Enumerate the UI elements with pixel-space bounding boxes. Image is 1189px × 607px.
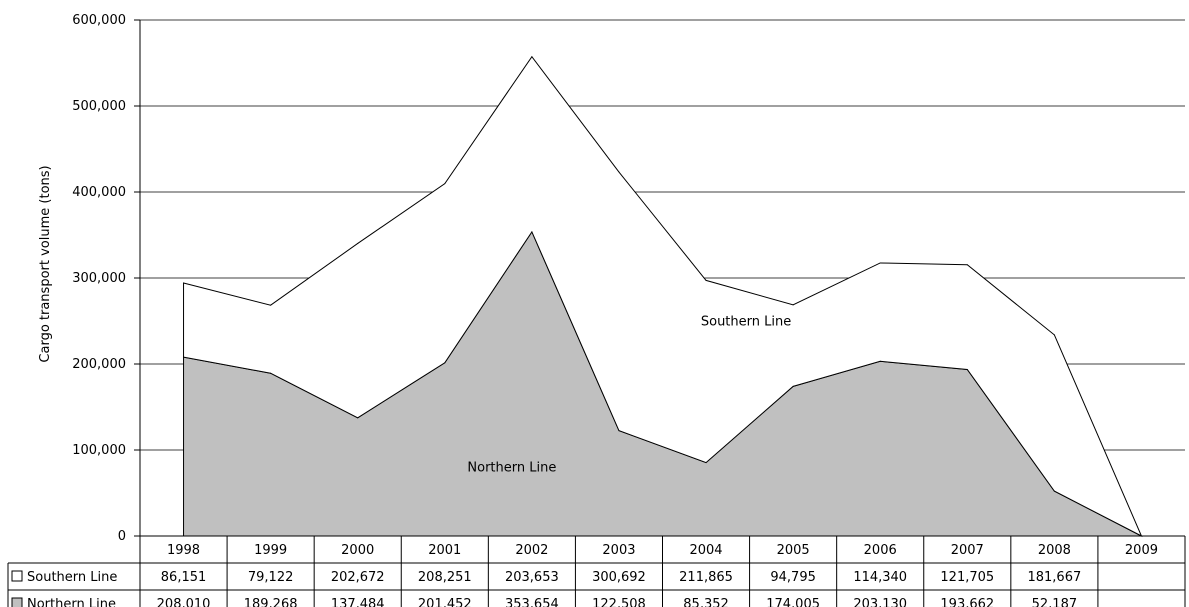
data-table: 1998 1999 2000 2001 2002 2003 2004 2005 2006 2007…	[7, 535, 1186, 607]
area-series	[183, 55, 1143, 538]
point-northern-line-2001	[444, 362, 446, 364]
data-label-northern-line: 174,005	[766, 597, 820, 607]
point-northern-line-2004	[705, 462, 707, 464]
x-tick-label: 2003	[602, 543, 635, 558]
x-tick-label: 2009	[1125, 543, 1158, 558]
point-southern-line-2006	[879, 262, 881, 264]
x-tick-label: 1998	[167, 543, 200, 558]
data-label-southern-line: 86,151	[161, 570, 207, 585]
point-northern-line-2002	[531, 231, 533, 233]
data-label-northern-line: 208,010	[157, 597, 211, 607]
legend-swatch-southern-line	[11, 570, 23, 582]
x-tick-label: 2004	[689, 543, 722, 558]
data-label-southern-line: 121,705	[940, 570, 994, 585]
point-northern-line-2003	[618, 430, 620, 432]
data-label-southern-line: 211,865	[679, 570, 733, 585]
data-label-northern-line: 137,484	[331, 597, 385, 607]
point-southern-line-2003	[618, 171, 620, 173]
data-label-northern-line: 353,654	[505, 597, 559, 607]
data-label-northern-line: 122,508	[592, 597, 646, 607]
data-label-northern-line: 193,662	[940, 597, 994, 607]
legend-label-southern-line: Southern Line	[27, 570, 117, 585]
y-tick-label: 200,000	[72, 357, 126, 372]
y-axis-label: Cargo transport volume (tons)	[38, 165, 53, 362]
data-label-southern-line: 300,692	[592, 570, 646, 585]
x-tick-label: 2005	[777, 543, 810, 558]
y-tick-label: 0	[118, 529, 126, 544]
point-southern-line-2002	[531, 56, 533, 58]
legend-label-northern-line: Northern Line	[27, 597, 116, 607]
data-label-southern-line: 203,653	[505, 570, 559, 585]
legend-swatch-northern-line	[11, 597, 23, 607]
data-label-southern-line: 181,667	[1027, 570, 1081, 585]
y-tick-label: 600,000	[72, 13, 126, 28]
x-tick-label: 1999	[254, 543, 287, 558]
data-label-northern-line: 201,452	[418, 597, 472, 607]
data-label-southern-line: 94,795	[770, 570, 816, 585]
point-southern-line-2001	[444, 183, 446, 185]
point-northern-line-2006	[879, 360, 881, 362]
point-northern-line-2000	[357, 417, 359, 419]
point-southern-line-1999	[270, 304, 272, 306]
y-tick-label: 500,000	[72, 99, 126, 114]
y-tick-label: 400,000	[72, 185, 126, 200]
y-tick-labels: 0 100,000 200,000 300,000 400,000 500,000 600,…	[72, 13, 126, 544]
annotations: Southern Line Northern Line	[467, 314, 791, 475]
y-tick-label: 100,000	[72, 443, 126, 458]
data-label-southern-line: 208,251	[418, 570, 472, 585]
x-tick-label: 2002	[515, 543, 548, 558]
x-tick-label: 2006	[864, 543, 897, 558]
x-tick-label: 2000	[341, 543, 374, 558]
point-southern-line-2004	[705, 279, 707, 281]
data-label-northern-line: 52,187	[1032, 597, 1078, 607]
area-southern-line	[183, 55, 1143, 538]
annotation-southern-line: Southern Line	[701, 314, 791, 329]
x-tick-label: 2008	[1038, 543, 1071, 558]
point-northern-line-2008	[1053, 490, 1055, 492]
data-label-northern-line: 189,268	[244, 597, 298, 607]
point-southern-line-2007	[966, 264, 968, 266]
data-label-northern-line: 85,352	[683, 597, 729, 607]
annotation-northern-line: Northern Line	[467, 461, 556, 476]
point-northern-line-1999	[270, 372, 272, 374]
point-northern-line-2005	[792, 385, 794, 387]
point-northern-line-2007	[966, 368, 968, 370]
y-tick-label: 300,000	[72, 271, 126, 286]
data-label-southern-line: 202,672	[331, 570, 385, 585]
point-southern-line-1998	[183, 282, 185, 284]
point-southern-line-2008	[1053, 334, 1055, 336]
data-label-southern-line: 79,122	[248, 570, 294, 585]
axes	[134, 19, 141, 537]
data-label-southern-line: 114,340	[853, 570, 907, 585]
point-northern-line-1998	[183, 356, 185, 358]
point-southern-line-2000	[357, 242, 359, 244]
data-label-northern-line: 203,130	[853, 597, 907, 607]
x-tick-label: 2007	[951, 543, 984, 558]
point-southern-line-2005	[792, 304, 794, 306]
x-tick-label: 2001	[428, 543, 461, 558]
